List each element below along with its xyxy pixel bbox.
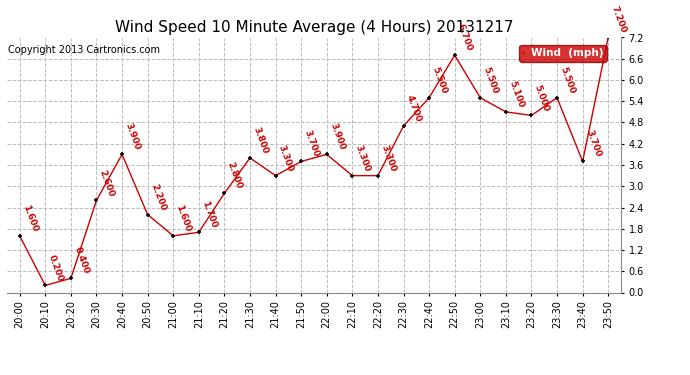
Text: 2.600: 2.600 [98, 168, 116, 198]
Point [424, 95, 435, 101]
Text: 3.300: 3.300 [380, 143, 397, 173]
Point [526, 112, 537, 118]
Point [475, 95, 486, 101]
Point [551, 95, 562, 101]
Text: 1.700: 1.700 [200, 200, 218, 230]
Text: 1.600: 1.600 [21, 204, 39, 233]
Point [347, 172, 358, 178]
Title: Wind Speed 10 Minute Average (4 Hours) 20131217: Wind Speed 10 Minute Average (4 Hours) 2… [115, 20, 513, 35]
Point [577, 159, 588, 165]
Text: 5.500: 5.500 [558, 65, 577, 95]
Point [398, 123, 409, 129]
Point [500, 109, 511, 115]
Text: 3.700: 3.700 [302, 129, 321, 159]
Point [168, 233, 179, 239]
Text: 4.700: 4.700 [405, 93, 423, 123]
Text: 3.300: 3.300 [354, 143, 372, 173]
Text: 2.800: 2.800 [226, 161, 244, 190]
Point [40, 282, 51, 288]
Point [270, 172, 281, 178]
Text: Copyright 2013 Cartronics.com: Copyright 2013 Cartronics.com [8, 45, 159, 55]
Text: 5.500: 5.500 [482, 65, 500, 95]
Point [322, 152, 333, 157]
Legend: Wind  (mph): Wind (mph) [520, 45, 607, 62]
Point [219, 190, 230, 196]
Point [142, 211, 153, 217]
Text: 2.200: 2.200 [149, 182, 167, 212]
Text: 1.600: 1.600 [175, 204, 193, 233]
Point [66, 275, 77, 281]
Text: 0.400: 0.400 [72, 246, 90, 276]
Point [449, 52, 460, 58]
Text: 0.200: 0.200 [47, 253, 65, 283]
Point [193, 229, 204, 235]
Text: 3.900: 3.900 [328, 122, 346, 152]
Text: 5.500: 5.500 [431, 65, 448, 95]
Text: 3.700: 3.700 [584, 129, 602, 159]
Text: 3.300: 3.300 [277, 143, 295, 173]
Point [244, 155, 255, 161]
Text: 3.900: 3.900 [124, 122, 141, 152]
Text: 5.000: 5.000 [533, 83, 551, 112]
Text: 3.800: 3.800 [251, 126, 270, 155]
Text: 6.700: 6.700 [456, 23, 474, 53]
Point [14, 233, 26, 239]
Point [602, 34, 613, 40]
Point [295, 159, 306, 165]
Point [117, 152, 128, 157]
Text: 7.200: 7.200 [609, 5, 628, 35]
Point [373, 172, 384, 178]
Point [91, 197, 102, 203]
Text: 5.100: 5.100 [507, 80, 525, 109]
